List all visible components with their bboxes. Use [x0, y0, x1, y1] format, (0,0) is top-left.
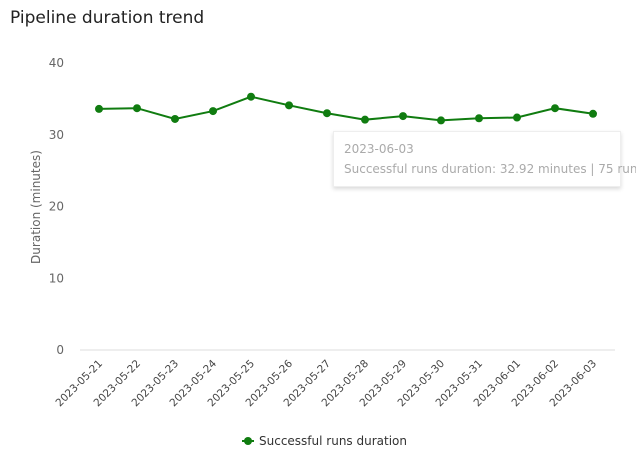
- tooltip-value: Successful runs duration: 32.92 minutes …: [344, 162, 636, 176]
- data-point: [209, 107, 217, 116]
- y-tick-label: 40: [49, 56, 64, 70]
- data-point: [285, 101, 293, 110]
- data-point: [589, 109, 597, 118]
- data-point: [437, 116, 445, 125]
- data-point: [551, 104, 559, 113]
- data-point: [133, 104, 141, 113]
- chart-title: Pipeline duration trend: [10, 8, 205, 28]
- tooltip: 2023-06-03 Successful runs duration: 32.…: [333, 131, 636, 187]
- data-point: [361, 115, 369, 124]
- y-axis-label: Duration (minutes): [29, 150, 43, 264]
- y-tick-label: 20: [49, 200, 64, 214]
- legend-label: Successful runs duration: [259, 434, 407, 448]
- data-point: [475, 114, 483, 123]
- series-line: [98, 95, 594, 122]
- data-point: [513, 113, 521, 122]
- data-point: [399, 112, 407, 121]
- data-point: [95, 104, 103, 113]
- y-tick-label: 30: [49, 128, 64, 142]
- data-point: [323, 109, 331, 118]
- legend-item[interactable]: Successful runs duration: [242, 434, 407, 448]
- y-tick-label: 10: [49, 271, 64, 285]
- y-tick-label: 0: [56, 343, 64, 357]
- legend-marker-icon: [242, 437, 254, 445]
- data-point: [247, 92, 255, 101]
- tooltip-date: 2023-06-03: [344, 142, 414, 156]
- data-point: [171, 114, 179, 123]
